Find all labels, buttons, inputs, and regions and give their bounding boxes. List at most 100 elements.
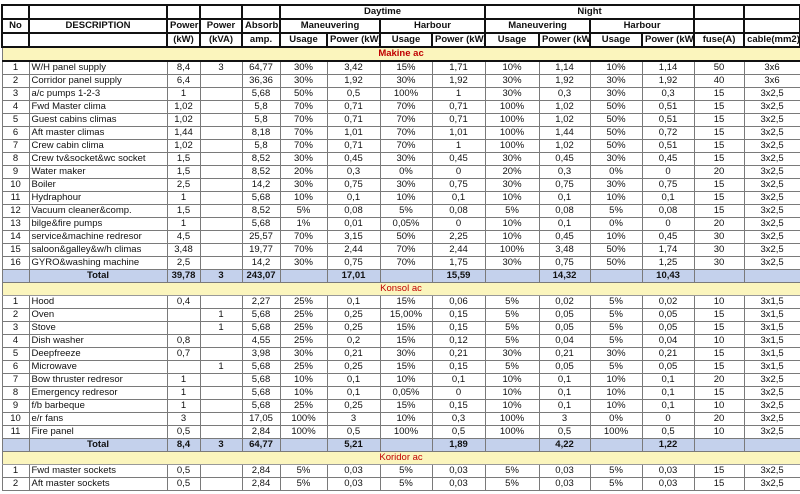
cell-night-man-power: 0,21 — [538, 347, 591, 361]
header-power-kw: Power — [166, 18, 201, 34]
cell-night-harb-power: 1,22 — [641, 438, 695, 452]
cell-day-man-power: 0,71 — [326, 100, 381, 114]
cell-power-kva — [199, 191, 243, 205]
cell-day-man-usage: 20% — [279, 165, 328, 179]
cell-night-man-power: 1,14 — [538, 60, 591, 75]
cell-cable: 3x2,5 — [743, 399, 800, 413]
cell-power-kva — [199, 113, 243, 127]
cell-night-man-usage: 5% — [484, 308, 540, 322]
cell-description: service&machine redresor — [28, 230, 168, 244]
cell-no: 16 — [1, 256, 30, 270]
cell-night-harb-power: 0,51 — [641, 139, 695, 153]
cell-cable: 3x2,5 — [743, 230, 800, 244]
cell-night-harb-power: 0,02 — [641, 295, 695, 309]
cell-power-kw: 3,48 — [166, 243, 201, 257]
cell-description: Bow thruster redresor — [28, 373, 168, 387]
cell-day-harb-power: 0,1 — [431, 191, 486, 205]
cell-power-kw: 0,5 — [166, 477, 201, 491]
cell-day-harb-usage: 70% — [379, 243, 433, 257]
table-row: 2 Corridor panel supply 6,4 36,36 30% 1,92 30%… — [1, 74, 800, 88]
cell-power-kva — [199, 74, 243, 88]
cell-night-man-usage: 5% — [484, 477, 540, 491]
cell-night-harb-power: 0,51 — [641, 113, 695, 127]
cell-night-man-usage: 30% — [484, 74, 540, 88]
cell-night-man-usage: 10% — [484, 373, 540, 387]
section-header: Konsol ac — [1, 282, 800, 296]
cell-fuse: 15 — [693, 178, 745, 192]
cell-absorb: 14,2 — [241, 256, 281, 270]
cell-fuse: 20 — [693, 217, 745, 231]
cell-night-man-power: 0,05 — [538, 321, 591, 335]
cell-day-harb-power: 0 — [431, 386, 486, 400]
cell-night-harb-usage: 10% — [589, 230, 643, 244]
cell-absorb: 8,52 — [241, 152, 281, 166]
cell-power-kw: 0,5 — [166, 425, 201, 439]
cell-day-man-usage: 25% — [279, 334, 328, 348]
cell-day-harb-usage: 15,00% — [379, 308, 433, 322]
cell-no: 7 — [1, 373, 30, 387]
cell-day-harb-usage: 30% — [379, 178, 433, 192]
cell-power-kva — [199, 256, 243, 270]
cell-night-harb-power: 0,05 — [641, 321, 695, 335]
cell-cable: 3x2,5 — [743, 412, 800, 426]
cell-night-man-power: 0,75 — [538, 178, 591, 192]
cell-description: Hood — [28, 295, 168, 309]
cell-power-kw: 0,5 — [166, 464, 201, 478]
header-night-harbour: Harbour — [589, 18, 696, 34]
cell-absorb: 64,77 — [241, 438, 281, 452]
header-unit-kw: (kW) — [166, 32, 201, 48]
cell-fuse: 20 — [693, 412, 745, 426]
cell-power-kva — [199, 295, 243, 309]
cell-day-harb-usage: 70% — [379, 256, 433, 270]
cell-description: Fire panel — [28, 425, 168, 439]
cell-no: 1 — [1, 464, 30, 478]
cell-night-man-usage: 5% — [484, 464, 540, 478]
cell-power-kw: 3 — [166, 412, 201, 426]
cell-absorb: 8,52 — [241, 165, 281, 179]
cell-day-man-usage: 10% — [279, 386, 328, 400]
cell-night-harb-power: 0,03 — [641, 464, 695, 478]
cell-night-man-power: 1,44 — [538, 126, 591, 140]
cell-power-kw: 1 — [166, 373, 201, 387]
cell-night-harb-usage: 5% — [589, 204, 643, 218]
cell-day-man-usage: 70% — [279, 139, 328, 153]
cell-day-harb-usage: 0,05% — [379, 386, 433, 400]
cell-night-man-power: 0,1 — [538, 399, 591, 413]
cell-power-kw: 39,78 — [166, 269, 201, 283]
cell-night-harb-usage: 30% — [589, 74, 643, 88]
cell-fuse — [693, 269, 745, 283]
cell-day-man-usage: 5% — [279, 204, 328, 218]
cell-day-harb-power: 0,15 — [431, 360, 486, 374]
table-row: 15 saloon&galley&w/h climas 3,48 19,77 70% 2,… — [1, 243, 800, 257]
cell-cable: 3x2,5 — [743, 113, 800, 127]
cell-day-man-usage: 70% — [279, 100, 328, 114]
cell-cable: 3x1,5 — [743, 321, 800, 335]
cell-cable: 3x2,5 — [743, 165, 800, 179]
cell-power-kva — [199, 386, 243, 400]
cell-day-man-power: 0,1 — [326, 295, 381, 309]
cell-night-man-usage: 100% — [484, 139, 540, 153]
cell-power-kw: 0,7 — [166, 347, 201, 361]
cell-night-harb-power: 0,05 — [641, 308, 695, 322]
cell-power-kva — [199, 217, 243, 231]
cell-cable: 3x2,5 — [743, 139, 800, 153]
cell-night-harb-usage: 30% — [589, 178, 643, 192]
cell-absorb: 2,27 — [241, 295, 281, 309]
cell-night-man-usage: 100% — [484, 126, 540, 140]
cell-power-kva — [199, 347, 243, 361]
cell-night-man-usage: 5% — [484, 295, 540, 309]
cell-day-man-power: 0,08 — [326, 204, 381, 218]
cell-fuse: 10 — [693, 334, 745, 348]
section-title: Konsol ac — [1, 282, 800, 296]
cell-day-man-usage: 70% — [279, 243, 328, 257]
header-power: Power (kW) — [326, 32, 381, 48]
cell-day-man-power: 0,5 — [326, 425, 381, 439]
cell-absorb: 8,52 — [241, 204, 281, 218]
cell-day-harb-usage: 15% — [379, 295, 433, 309]
table-row: 2 Aft master sockets 0,5 2,84 5% 0,03 5% 0,03 5%… — [1, 477, 800, 491]
cell-night-man-usage: 100% — [484, 412, 540, 426]
cell-power-kva — [199, 412, 243, 426]
header-cell — [1, 32, 30, 48]
cell-day-man-power: 0,71 — [326, 139, 381, 153]
cell-night-harb-usage: 5% — [589, 321, 643, 335]
